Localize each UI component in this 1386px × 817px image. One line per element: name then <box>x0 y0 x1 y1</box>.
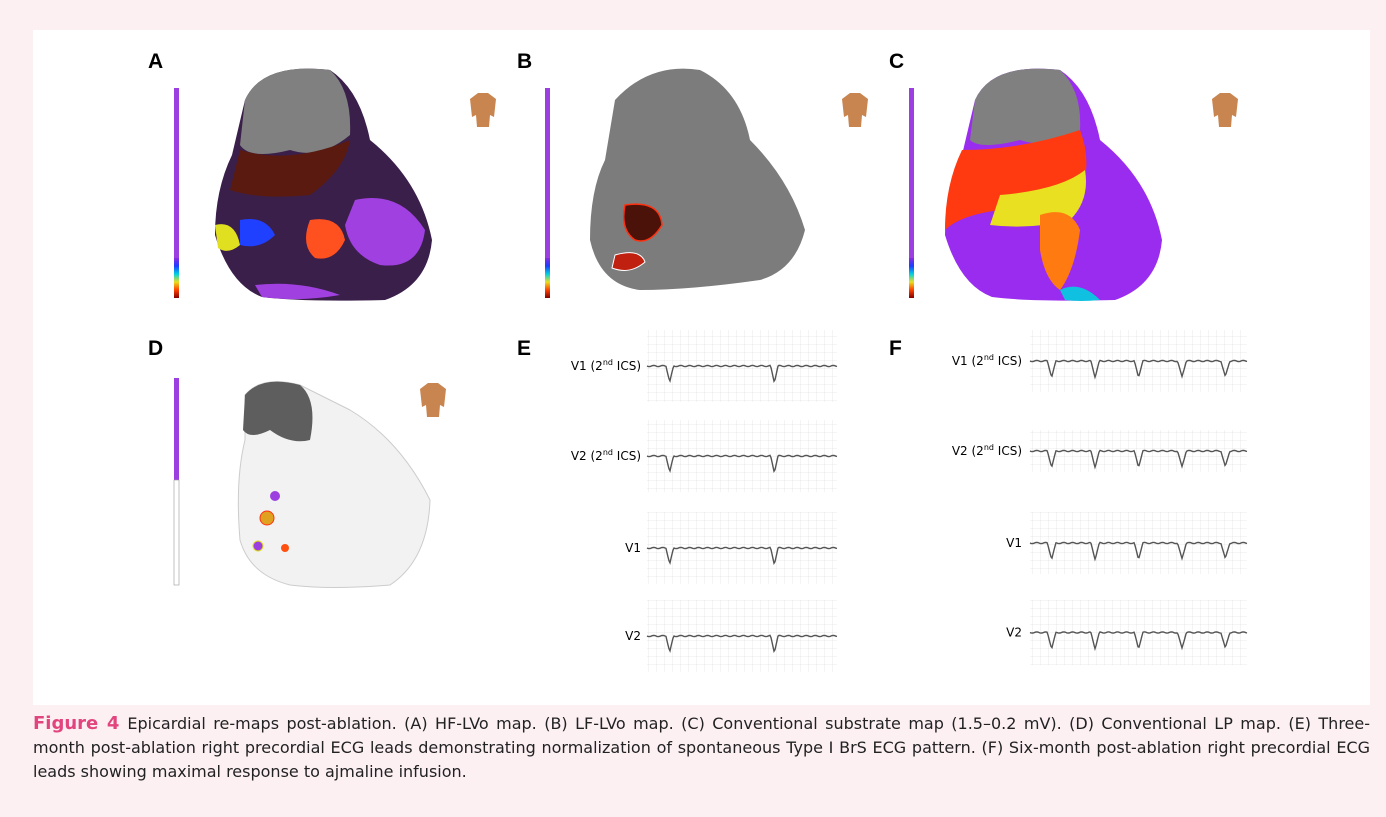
lead-label: V1 (2nd ICS) <box>571 358 641 373</box>
lead-label-text: V2 (2 <box>571 449 603 463</box>
lead-label-text: V2 <box>1006 626 1022 640</box>
lead-label: V2 <box>625 629 641 643</box>
panel-letter: E <box>517 337 531 360</box>
map-b <box>545 69 805 298</box>
caption-text: Epicardial re-maps post-ablation. (A) HF… <box>33 714 1370 781</box>
lead-label-sup: nd <box>984 353 994 362</box>
lead-label-text: V1 (2 <box>952 354 984 368</box>
lead-label-text: V1 <box>625 541 641 555</box>
lead-label-sup: nd <box>984 443 994 452</box>
lead-label: V2 (2nd ICS) <box>952 443 1022 458</box>
map-c <box>909 69 1162 301</box>
lead-label: V2 <box>1006 626 1022 640</box>
lead-label-text: V2 (2 <box>952 444 984 458</box>
lead-label-text: V2 <box>625 629 641 643</box>
lead-label: V2 (2nd ICS) <box>571 448 641 463</box>
lead-label-text: V1 (2 <box>571 359 603 373</box>
lead-label: V1 (2nd ICS) <box>952 353 1022 368</box>
lead-label: V1 <box>625 541 641 555</box>
lead-label-text: ICS) <box>994 444 1022 458</box>
panel-letter: D <box>148 337 163 360</box>
lead-label-text: ICS) <box>994 354 1022 368</box>
panel-letter: C <box>889 50 904 73</box>
map-a <box>174 69 432 301</box>
lead-label-text: ICS) <box>613 359 641 373</box>
map-d <box>174 378 430 588</box>
panel-letter: B <box>517 50 532 73</box>
page: ABCDEFV1 (2nd ICS)V2 (2nd ICS)V1V2V1 (2n… <box>0 0 1386 817</box>
panel-letter: F <box>889 337 902 360</box>
lead-label-text: V1 <box>1006 536 1022 550</box>
caption-label: Figure 4 <box>33 713 119 734</box>
lead-label-text: ICS) <box>613 449 641 463</box>
lead-label-sup: nd <box>603 448 613 457</box>
panel-letter: A <box>148 50 163 73</box>
lead-label-sup: nd <box>603 358 613 367</box>
lead-label: V1 <box>1006 536 1022 550</box>
